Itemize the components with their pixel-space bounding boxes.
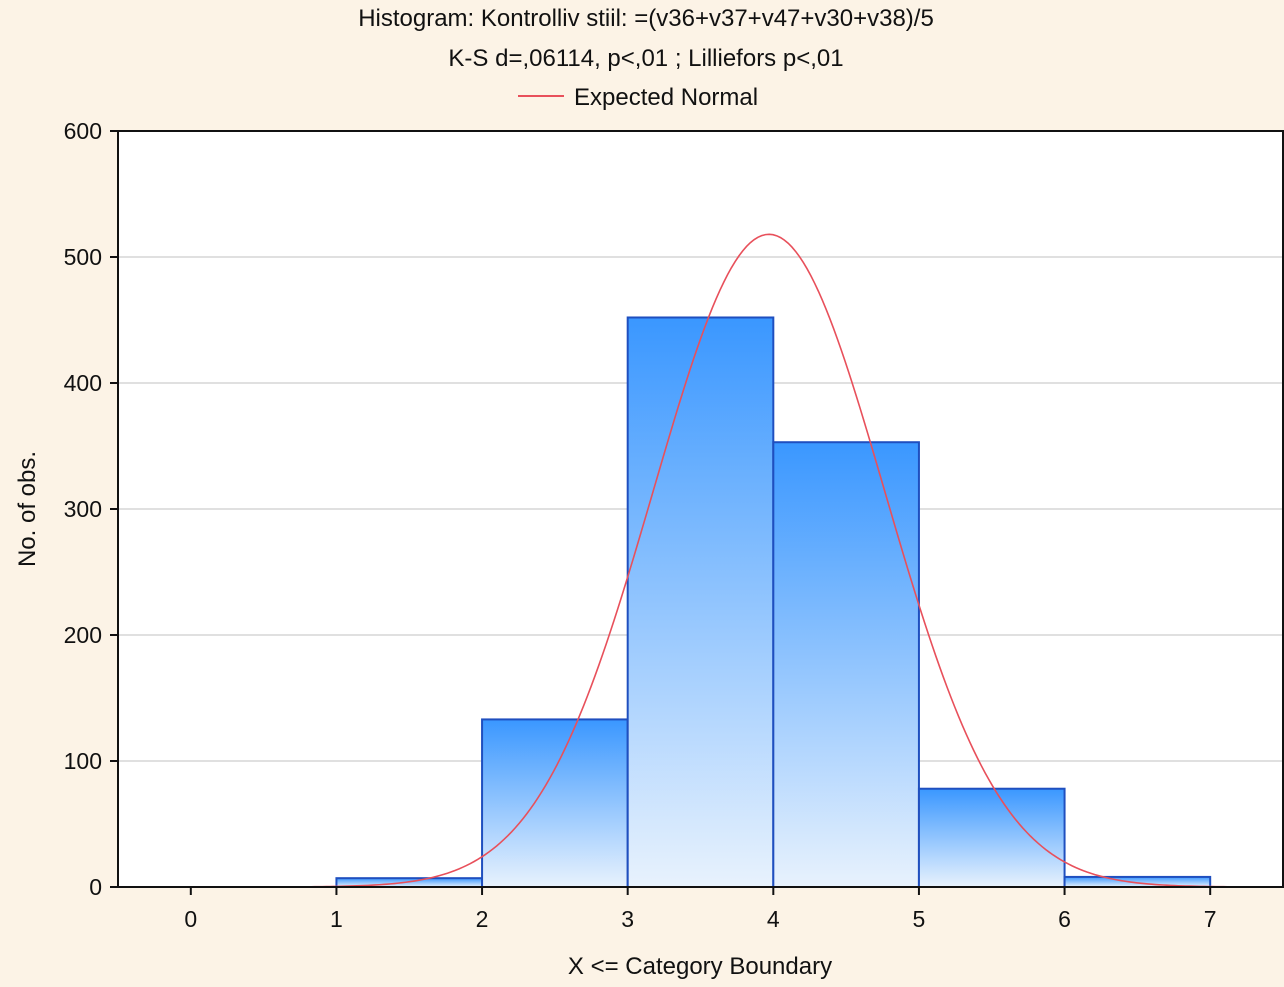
y-tick-label: 200 xyxy=(64,622,102,648)
chart-subtitle: K-S d=,06114, p<,01 ; Lilliefors p<,01 xyxy=(448,45,843,72)
y-tick-label: 0 xyxy=(89,874,102,900)
y-axis-label: No. of obs. xyxy=(14,451,41,567)
x-tick-label: 3 xyxy=(621,906,634,932)
x-tick-label: 2 xyxy=(476,906,489,932)
y-tick-label: 400 xyxy=(64,370,102,396)
histogram-bar-2 xyxy=(481,718,629,888)
x-tick-label: 1 xyxy=(330,906,343,932)
histogram-bars xyxy=(335,316,1212,889)
y-tick-label: 600 xyxy=(64,118,102,144)
x-tick-label: 0 xyxy=(184,906,197,932)
histogram-bar-4 xyxy=(772,441,920,888)
y-axis: 0 100 200 300 400 500 600 xyxy=(64,118,118,900)
x-tick-label: 5 xyxy=(913,906,926,932)
x-tick-label: 4 xyxy=(767,906,780,932)
x-axis-label: X <= Category Boundary xyxy=(568,953,832,980)
histogram-bar-5 xyxy=(917,787,1066,888)
y-tick-label: 500 xyxy=(64,244,102,270)
y-tick-label: 100 xyxy=(64,748,102,774)
x-tick-label: 6 xyxy=(1058,906,1071,932)
legend: Expected Normal xyxy=(518,84,758,111)
y-tick-label: 300 xyxy=(64,496,102,522)
x-tick-label: 7 xyxy=(1204,906,1217,932)
x-axis: 0 1 2 3 4 5 6 7 xyxy=(184,887,1217,932)
histogram-bar-3 xyxy=(626,316,775,889)
chart-title: Histogram: Kontrolliv stiil: =(v36+v37+v… xyxy=(358,5,934,32)
legend-label-expected-normal: Expected Normal xyxy=(574,84,758,111)
